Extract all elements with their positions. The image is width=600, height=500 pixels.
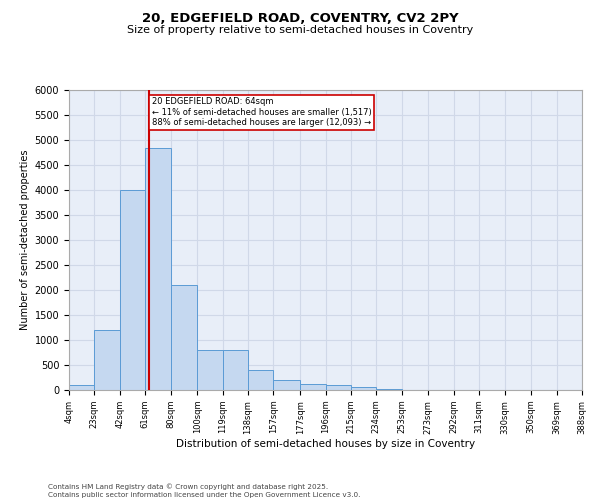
Bar: [197, 350, 223, 390]
Bar: [351, 387, 376, 390]
Y-axis label: Number of semi-detached properties: Number of semi-detached properties: [20, 150, 31, 330]
Bar: [69, 385, 94, 390]
Bar: [170, 285, 197, 390]
X-axis label: Distribution of semi-detached houses by size in Coventry: Distribution of semi-detached houses by …: [176, 440, 475, 450]
Text: Size of property relative to semi-detached houses in Coventry: Size of property relative to semi-detach…: [127, 25, 473, 35]
Bar: [248, 370, 274, 390]
Bar: [145, 148, 170, 390]
Bar: [223, 350, 248, 390]
Bar: [300, 384, 325, 390]
Bar: [376, 389, 401, 390]
Text: Contains HM Land Registry data © Crown copyright and database right 2025.
Contai: Contains HM Land Registry data © Crown c…: [48, 484, 361, 498]
Bar: [325, 385, 351, 390]
Bar: [94, 330, 120, 390]
Bar: [120, 190, 145, 390]
Text: 20, EDGEFIELD ROAD, COVENTRY, CV2 2PY: 20, EDGEFIELD ROAD, COVENTRY, CV2 2PY: [142, 12, 458, 26]
Text: 20 EDGEFIELD ROAD: 64sqm
← 11% of semi-detached houses are smaller (1,517)
88% o: 20 EDGEFIELD ROAD: 64sqm ← 11% of semi-d…: [152, 98, 371, 128]
Bar: [274, 380, 300, 390]
